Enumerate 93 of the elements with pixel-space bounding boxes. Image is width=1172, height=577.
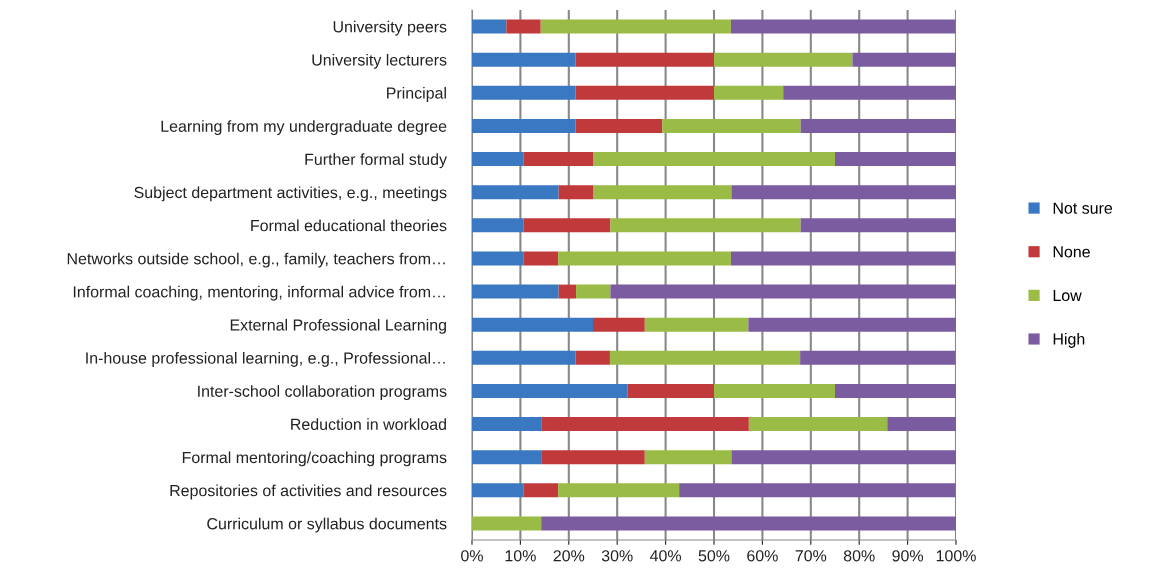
y-tick-label: Repositories of activities and resources — [170, 484, 447, 500]
bar — [835, 383, 956, 398]
y-tick-label: Inter-school collaboration programs — [198, 385, 447, 401]
bar — [472, 350, 576, 365]
bar — [541, 450, 645, 465]
bar — [593, 152, 835, 167]
bar — [730, 251, 956, 266]
bar — [558, 483, 680, 498]
bar — [800, 218, 956, 233]
bar — [593, 185, 732, 200]
bar — [558, 284, 577, 299]
bar — [472, 417, 542, 432]
bar — [472, 52, 576, 67]
y-tick-label: Principal — [387, 87, 446, 102]
legend-label: Low — [1053, 289, 1082, 302]
x-tick-label: 70% — [795, 550, 827, 562]
bar — [575, 350, 610, 365]
bar — [679, 483, 956, 498]
bar — [472, 483, 524, 498]
bar — [714, 52, 853, 67]
y-tick-label: Learning from my undergraduate degree — [161, 120, 447, 136]
legend-label: Not sure — [1053, 202, 1113, 214]
x-tick-label: 80% — [843, 550, 875, 562]
bar — [610, 284, 956, 299]
bar — [575, 118, 663, 133]
bar — [627, 383, 714, 398]
bar — [523, 218, 611, 233]
bar — [472, 85, 576, 100]
bar — [472, 284, 559, 299]
x-tick-label: 20% — [553, 550, 585, 562]
bar — [558, 251, 731, 266]
bar — [835, 152, 956, 167]
bar — [523, 152, 593, 167]
x-tick-label: 40% — [649, 550, 682, 562]
bar — [610, 218, 801, 233]
y-tick-label: In-house professional learning, e.g., Professional… — [86, 352, 445, 367]
bar — [644, 450, 732, 465]
bar — [472, 251, 524, 266]
bar — [558, 185, 593, 200]
bar — [472, 118, 576, 133]
x-tick-label: 10% — [505, 550, 536, 562]
x-tick-label: 90% — [892, 550, 924, 562]
bar — [541, 417, 749, 432]
bar — [714, 85, 784, 100]
y-tick-label: Formal mentoring/coaching programs — [182, 451, 447, 467]
bar — [541, 516, 956, 531]
y-tick-label: Subject department activities, e.g., meetings — [134, 186, 447, 202]
bar — [506, 19, 541, 34]
x-tick-label: 50% — [698, 550, 730, 562]
x-tick-label: 0% — [461, 550, 483, 562]
bar — [730, 19, 956, 34]
bar — [575, 85, 714, 100]
bar — [644, 317, 749, 332]
bar — [800, 350, 956, 365]
y-tick-label: University lecturers — [312, 53, 447, 69]
bar — [783, 85, 956, 100]
bar — [731, 185, 956, 200]
bar — [523, 251, 559, 266]
x-tick-label: 30% — [601, 550, 633, 562]
y-tick-label: Formal educational theories — [251, 219, 447, 232]
bar — [748, 317, 956, 332]
bar — [575, 52, 714, 67]
y-tick-label: Informal coaching, mentoring, informal advice from… — [73, 285, 445, 301]
y-tick-label: Networks outside school, e.g., family, teachers from… — [67, 252, 445, 268]
bar — [472, 317, 593, 332]
y-tick-label: Further formal study — [305, 153, 447, 169]
bar — [662, 118, 801, 133]
bar — [714, 383, 835, 398]
bar — [523, 483, 559, 498]
bar — [540, 19, 731, 34]
bar — [472, 383, 628, 398]
bar — [472, 450, 542, 465]
bar — [472, 218, 524, 233]
x-tick-label: 100% — [936, 550, 976, 562]
bar — [609, 350, 801, 365]
bar — [472, 152, 524, 167]
bar — [852, 52, 956, 67]
bar — [472, 19, 507, 34]
y-tick-label: Reduction in workload — [291, 418, 446, 431]
y-tick-label: University peers — [333, 20, 447, 36]
bar — [593, 317, 645, 332]
y-tick-label: External Professional Learning — [230, 318, 446, 334]
bar — [800, 118, 956, 133]
bar — [576, 284, 611, 299]
bar — [472, 516, 542, 531]
legend-label: High — [1053, 333, 1085, 348]
y-tick-label: Curriculum or syllabus documents — [207, 517, 447, 533]
bar — [731, 450, 956, 465]
bar — [472, 185, 559, 200]
bar — [887, 417, 956, 432]
x-tick-label: 60% — [747, 550, 778, 562]
bar — [748, 417, 888, 432]
legend-label: None — [1053, 246, 1090, 258]
